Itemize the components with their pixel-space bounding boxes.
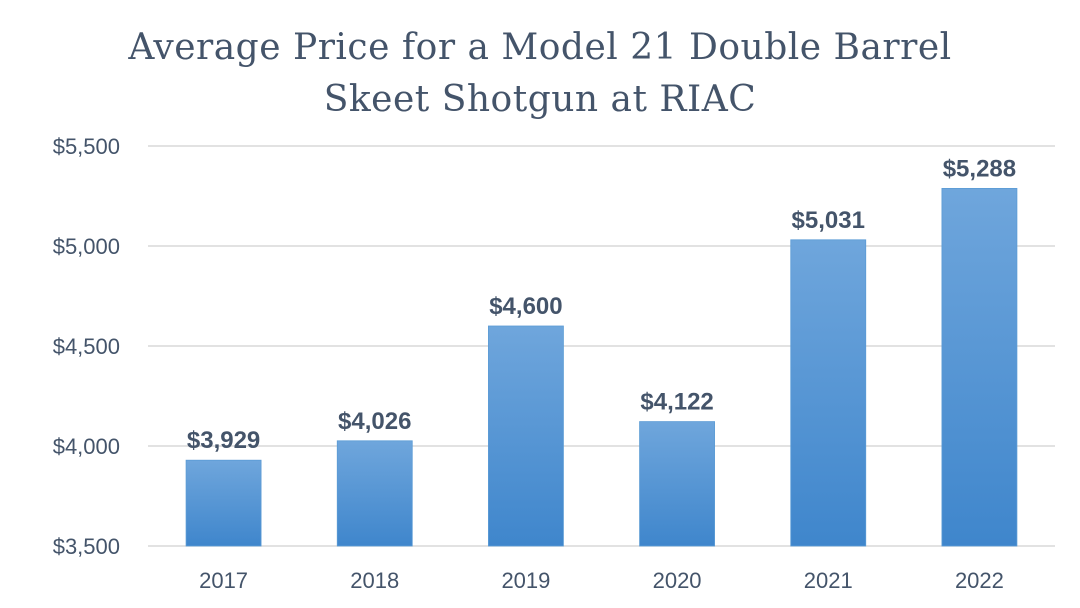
data-labels: $3,929 $4,026 $4,600 $4,122 $5,031 $5,288 bbox=[187, 155, 1016, 454]
x-tick-label: 2021 bbox=[804, 568, 853, 593]
x-axis-ticks: 2017 2018 2019 2020 2021 2022 bbox=[199, 568, 1004, 593]
bar-2017 bbox=[185, 459, 262, 547]
x-tick-label: 2019 bbox=[501, 568, 550, 593]
y-tick-label: $5,500 bbox=[53, 134, 120, 159]
chart-title-line-1: Average Price for a Model 21 Double Barr… bbox=[128, 27, 952, 68]
data-label: $5,288 bbox=[943, 155, 1016, 182]
y-axis-ticks: $3,500 $4,000 $4,500 $5,000 $5,500 bbox=[53, 134, 120, 559]
bar-2021 bbox=[790, 239, 867, 547]
gridlines bbox=[148, 145, 1055, 547]
bar-2020 bbox=[639, 421, 715, 547]
bar-2018 bbox=[336, 440, 413, 547]
y-tick-label: $4,000 bbox=[53, 434, 120, 459]
data-label: $4,600 bbox=[489, 293, 562, 320]
x-tick-label: 2022 bbox=[955, 568, 1004, 593]
x-tick-label: 2018 bbox=[350, 568, 399, 593]
y-tick-label: $3,500 bbox=[53, 534, 120, 559]
x-tick-label: 2020 bbox=[653, 568, 702, 593]
data-label: $4,122 bbox=[640, 389, 713, 416]
y-tick-label: $5,000 bbox=[53, 234, 120, 259]
y-tick-label: $4,500 bbox=[53, 334, 120, 359]
data-label: $3,929 bbox=[187, 427, 260, 454]
data-label: $4,026 bbox=[338, 408, 411, 435]
chart-title: Average Price for a Model 21 Double Barr… bbox=[0, 22, 1080, 126]
x-tick-label: 2017 bbox=[199, 568, 248, 593]
data-label: $5,031 bbox=[792, 207, 865, 234]
chart-title-line-2: Skeet Shotgun at RIAC bbox=[323, 79, 757, 120]
bars bbox=[185, 187, 1018, 547]
bar-2022 bbox=[941, 187, 1018, 547]
bar-2019 bbox=[488, 325, 564, 547]
